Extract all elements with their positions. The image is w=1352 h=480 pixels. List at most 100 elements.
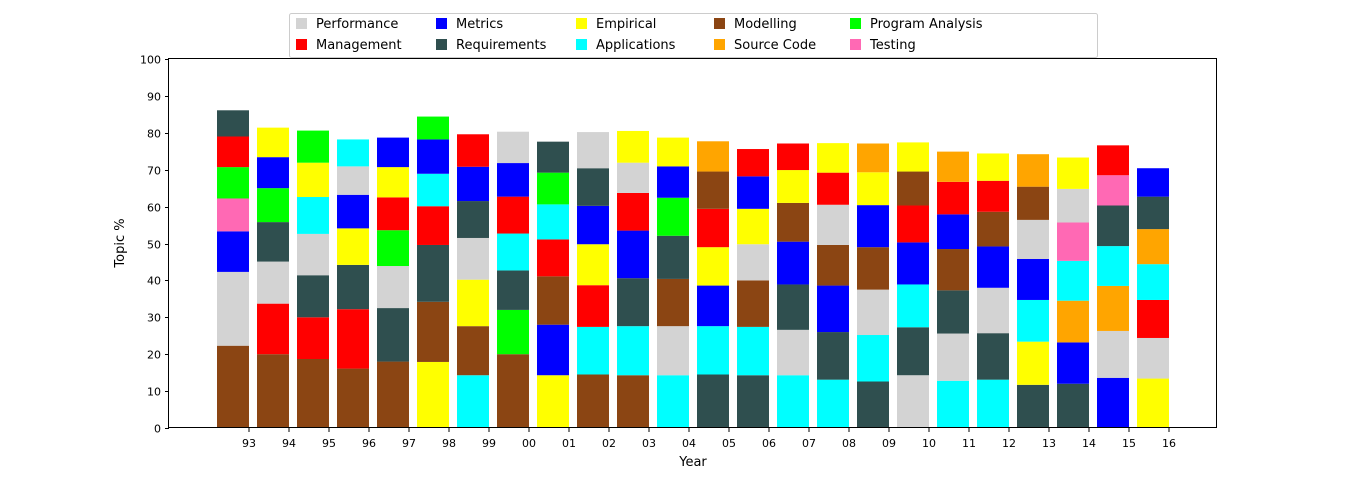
bar-segment-00-metrics [497,163,529,197]
bar-segment-02-applications [577,326,609,375]
bar-segment-16-empirical [1137,378,1169,428]
bar-segment-09-applications [857,335,889,382]
x-tick-label: 14 [1082,437,1096,450]
bar-segment-93-requirements [217,110,249,137]
bar-segment-98-modelling [417,301,449,362]
bar-segment-01-management [537,239,569,277]
x-axis: 93 94 95 96 97 98 99 00 01 02 03 04 05 06 07 08 09 10 11 12… [242,428,1176,450]
bar-segment-03-management [617,192,649,231]
bar-segment-07-metrics [777,241,809,285]
legend-label: Source Code [734,38,816,53]
bar-segment-05-management [697,208,729,248]
y-tick-label: 10 [147,386,161,399]
bar-segment-98-metrics [417,139,449,174]
bar-segment-99-metrics [457,166,489,202]
bar-segment-97-management [377,197,409,231]
x-tick-label: 07 [802,437,816,450]
bar-segment-96-applications [337,139,369,167]
bar-segment-12-requirements [977,333,1009,380]
bar-segment-98-management [417,206,449,245]
bar-segment-06-applications [737,326,769,376]
bar-segment-96-management [337,309,369,369]
bar-segment-05-modelling [697,171,729,209]
bar-segment-95-management [297,317,329,359]
bar-segment-14-testing [1057,222,1089,261]
x-tick-label: 10 [922,437,936,450]
legend-label: Modelling [734,17,797,32]
bar-segment-95-empirical [297,162,329,198]
legend-swatch [714,39,725,50]
bar-segment-12-applications [977,379,1009,428]
y-tick-label: 30 [147,312,161,325]
bar-segment-09-requirements [857,381,889,428]
bar-segment-04-program-analysis [657,197,689,236]
x-tick-label: 15 [1122,437,1136,450]
x-tick-label: 02 [602,437,616,450]
bar-segment-00-requirements [497,270,529,310]
bar-segment-02-management [577,285,609,327]
bar-segment-14-empirical [1057,157,1089,189]
bar-segment-15-applications [1097,246,1129,286]
bar-segment-02-empirical [577,244,609,286]
bar-segment-97-requirements [377,308,409,362]
x-tick-label: 99 [482,437,496,450]
bar-segment-94-empirical [257,127,289,158]
bar-segment-06-performance [737,244,769,281]
bar-segment-13-requirements [1017,384,1049,428]
bar-segment-04-applications [657,375,689,428]
bar-segment-98-program-analysis [417,116,449,140]
x-tick-label: 94 [282,437,296,450]
bar-segment-16-management [1137,299,1169,338]
bar-segment-10-modelling [897,171,929,206]
x-tick-label: 98 [442,437,456,450]
bar-segment-13-performance [1017,219,1049,259]
y-tick-label: 20 [147,349,161,362]
bar-segment-11-management [937,181,969,215]
bar-segment-05-metrics [697,285,729,327]
bar-segment-08-metrics [817,285,849,333]
y-tick-label: 50 [147,239,161,252]
legend-swatch [436,18,447,29]
bar-segment-01-modelling [537,276,569,325]
bar-segment-05-source-code [697,141,729,172]
bar-segment-93-performance [217,271,249,346]
bar-segment-05-empirical [697,247,729,286]
bar-segment-02-modelling [577,374,609,428]
bar-segment-99-modelling [457,326,489,376]
legend-swatch [296,39,307,50]
bar-segment-98-empirical [417,361,449,428]
bar-segment-06-requirements [737,375,769,428]
x-tick-label: 00 [522,437,536,450]
legend-label: Testing [869,38,916,53]
bar-segment-13-applications [1017,299,1049,342]
bar-segment-12-performance [977,287,1009,334]
bar-segment-95-modelling [297,358,329,428]
bar-segment-07-modelling [777,202,809,242]
bar-segment-03-empirical [617,130,649,163]
bar-segment-10-requirements [897,327,929,376]
bar-segment-01-empirical [537,375,569,428]
y-tick-label: 40 [147,275,161,288]
bar-segment-13-source-code [1017,154,1049,187]
bar-segment-96-performance [337,166,369,195]
y-tick-label: 60 [147,202,161,215]
bar-segment-99-applications [457,375,489,428]
bars-layer [217,110,1169,428]
bar-segment-07-empirical [777,170,809,203]
bar-segment-93-metrics [217,231,249,272]
bar-segment-10-performance [897,375,929,428]
bar-segment-09-modelling [857,247,889,290]
bar-segment-12-management [977,180,1009,212]
bar-segment-01-metrics [537,324,569,376]
bar-segment-04-modelling [657,278,689,327]
bar-segment-04-performance [657,326,689,376]
bar-segment-11-source-code [937,151,969,182]
bar-segment-07-requirements [777,284,809,330]
bar-segment-11-modelling [937,249,969,291]
bar-segment-08-applications [817,379,849,428]
bar-segment-97-empirical [377,167,409,198]
legend-swatch [576,39,587,50]
bar-segment-93-testing [217,198,249,232]
y-tick-label: 70 [147,165,161,178]
